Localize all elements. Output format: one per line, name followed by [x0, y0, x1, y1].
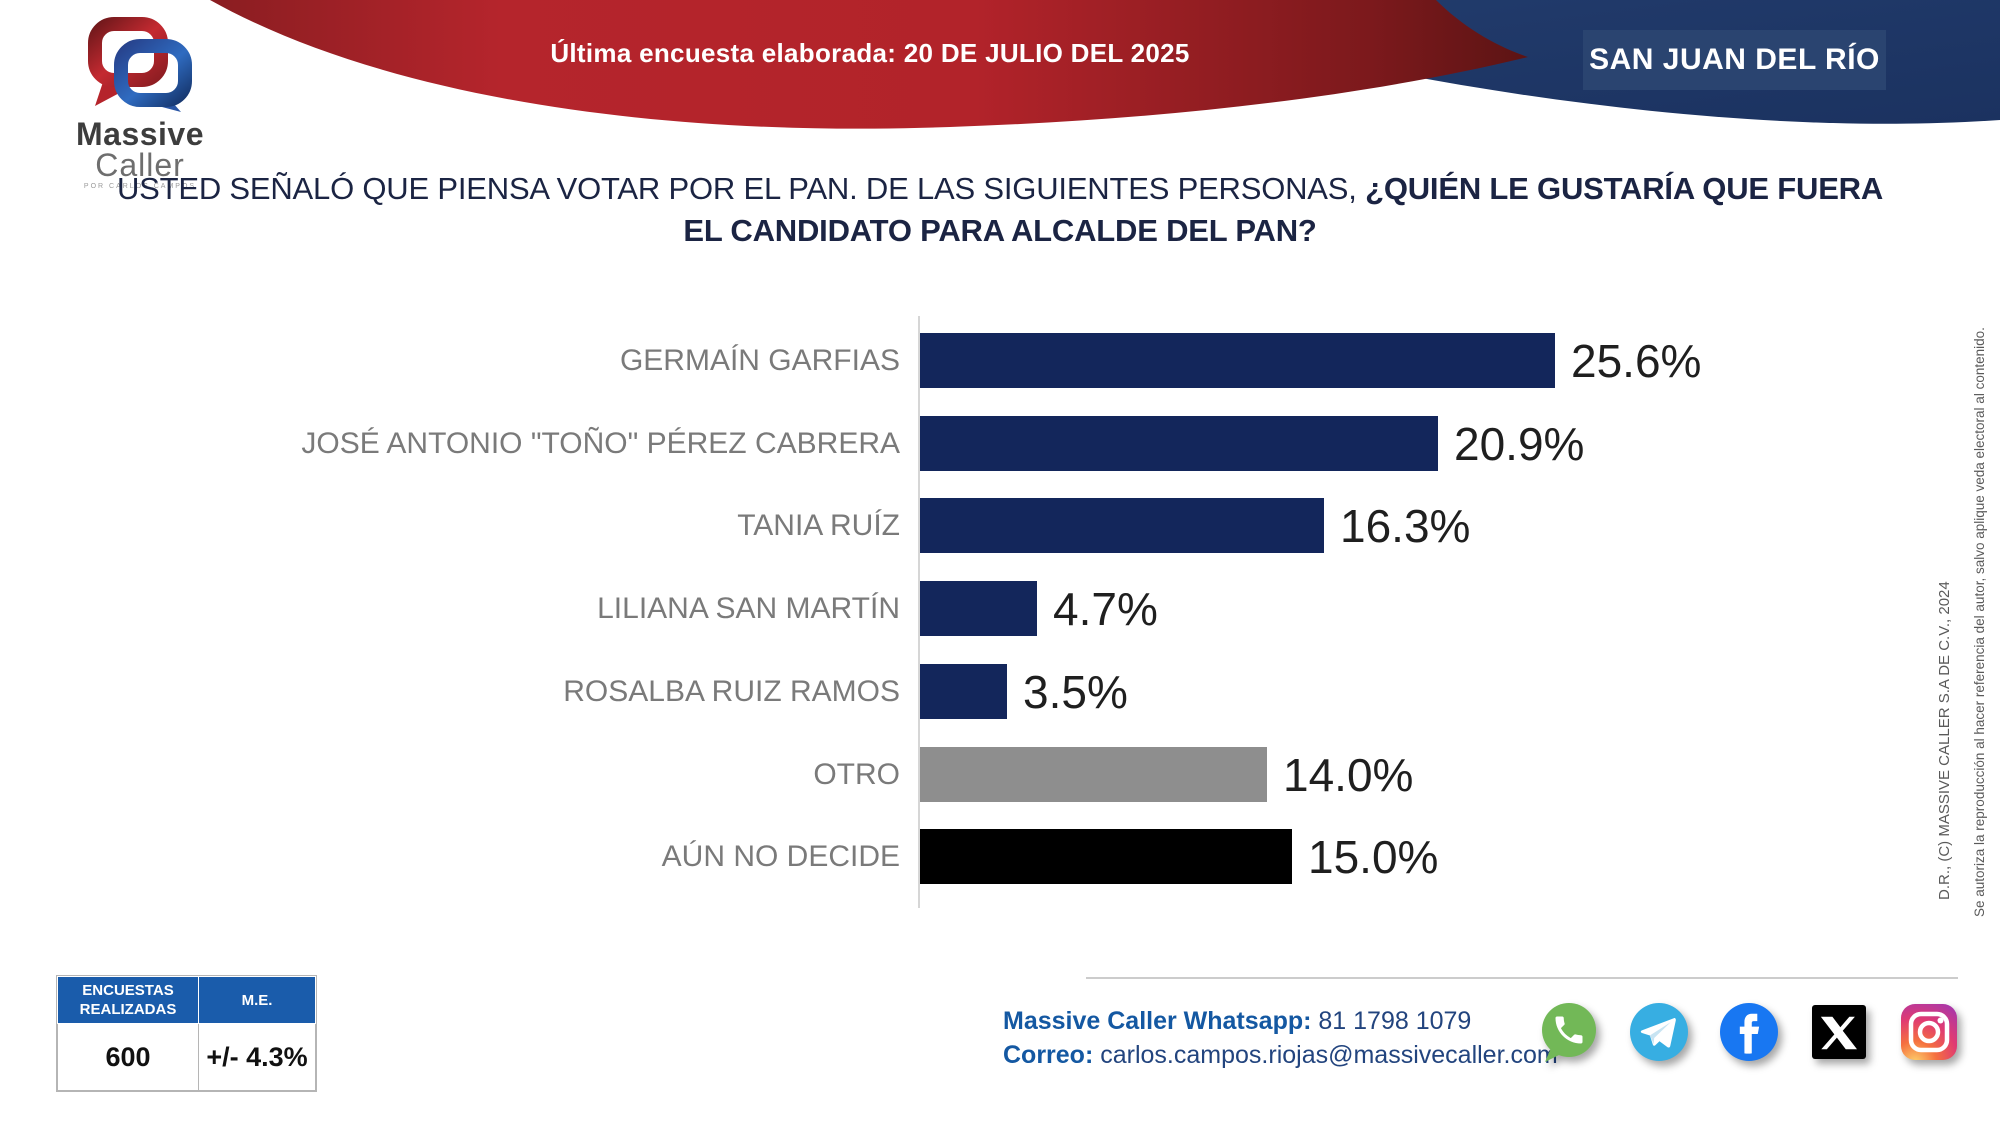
last-poll-label: Última encuesta elaborada:	[550, 38, 897, 68]
logo-word-massive: Massive	[75, 116, 205, 152]
stats-value-encuestas: 600	[57, 1023, 199, 1091]
contact-info: Massive Caller Whatsapp: 81 1798 1079 Co…	[1003, 1004, 1558, 1072]
whatsapp-label: Massive Caller Whatsapp:	[1003, 1007, 1312, 1035]
bar-value: 14.0%	[1283, 749, 1414, 801]
bar	[920, 333, 1555, 388]
bar-value: 4.7%	[1053, 583, 1158, 635]
red-curve-shape	[210, 0, 1528, 129]
bar-label: LILIANA SAN MARTÍN	[597, 592, 900, 625]
bar	[920, 498, 1324, 553]
bar-value: 16.3%	[1340, 500, 1471, 552]
logo-word-caller: Caller	[95, 147, 185, 183]
bar-value: 3.5%	[1023, 666, 1128, 718]
instagram-icon[interactable]	[1897, 1000, 1961, 1064]
region-title: SAN JUAN DEL RÍO	[1583, 30, 1886, 90]
bar	[920, 581, 1037, 636]
social-icons-row	[1537, 1000, 1961, 1064]
bar	[920, 829, 1292, 884]
facebook-icon[interactable]	[1717, 1000, 1781, 1064]
telegram-icon[interactable]	[1627, 1000, 1691, 1064]
whatsapp-icon[interactable]	[1537, 1000, 1601, 1064]
stats-value-me: +/- 4.3%	[198, 1023, 316, 1091]
bar-value: 20.9%	[1454, 418, 1585, 470]
x-icon[interactable]	[1807, 1000, 1871, 1064]
logo-bubbles-icon	[88, 17, 192, 112]
email-value[interactable]: carlos.campos.riojas@massivecaller.com	[1100, 1041, 1558, 1069]
question-bold-2: EL CANDIDATO PARA ALCALDE DEL PAN?	[683, 213, 1317, 248]
bar-label: JOSÉ ANTONIO "TOÑO" PÉREZ CABRERA	[301, 427, 900, 460]
footer-divider	[1086, 977, 1958, 979]
last-poll-date: 20 DE JULIO DEL 2025	[903, 38, 1190, 68]
question-title: USTED SEÑALÓ QUE PIENSA VOTAR POR EL PAN…	[90, 168, 1910, 252]
contact-whatsapp-line: Massive Caller Whatsapp: 81 1798 1079	[1003, 1004, 1558, 1038]
bar	[920, 747, 1267, 802]
stats-header-me: M.E.	[198, 976, 316, 1024]
axis-line	[918, 316, 920, 908]
bar-label: OTRO	[813, 758, 900, 791]
question-bold-1: ¿QUIÉN LE GUSTARÍA QUE FUERA	[1365, 171, 1884, 206]
copyright-vertical-text: D.R., (C) MASSIVE CALLER S.A DE C.V., 20…	[1936, 581, 1953, 900]
logo-tagline: POR CARLOS CAMPOS	[83, 183, 197, 190]
bar	[920, 664, 1007, 719]
stats-table: ENCUESTAS REALIZADAS M.E. 600 +/- 4.3%	[57, 976, 316, 1091]
massive-caller-logo: Massive Caller POR CARLOS CAMPOS	[55, 10, 225, 190]
bar-label: ROSALBA RUIZ RAMOS	[563, 675, 900, 708]
legal-notice-vertical-text: Se autoriza la reproducción al hacer ref…	[1972, 327, 1987, 917]
bar-value: 15.0%	[1308, 831, 1439, 883]
bar	[920, 416, 1438, 471]
last-poll-banner: Última encuesta elaborada: 20 DE JULIO D…	[470, 38, 1270, 69]
question-normal: USTED SEÑALÓ QUE PIENSA VOTAR POR EL PAN…	[116, 171, 1366, 206]
bar-label: TANIA RUÍZ	[737, 509, 900, 542]
bar-label: GERMAÍN GARFIAS	[619, 344, 900, 377]
whatsapp-value[interactable]: 81 1798 1079	[1318, 1007, 1472, 1035]
bar-value: 25.6%	[1571, 335, 1702, 387]
email-label: Correo:	[1003, 1041, 1094, 1069]
bar-label: AÚN NO DECIDE	[661, 840, 900, 873]
stats-header-encuestas: ENCUESTAS REALIZADAS	[57, 976, 199, 1024]
contact-email-line: Correo: carlos.campos.riojas@massivecall…	[1003, 1038, 1558, 1072]
